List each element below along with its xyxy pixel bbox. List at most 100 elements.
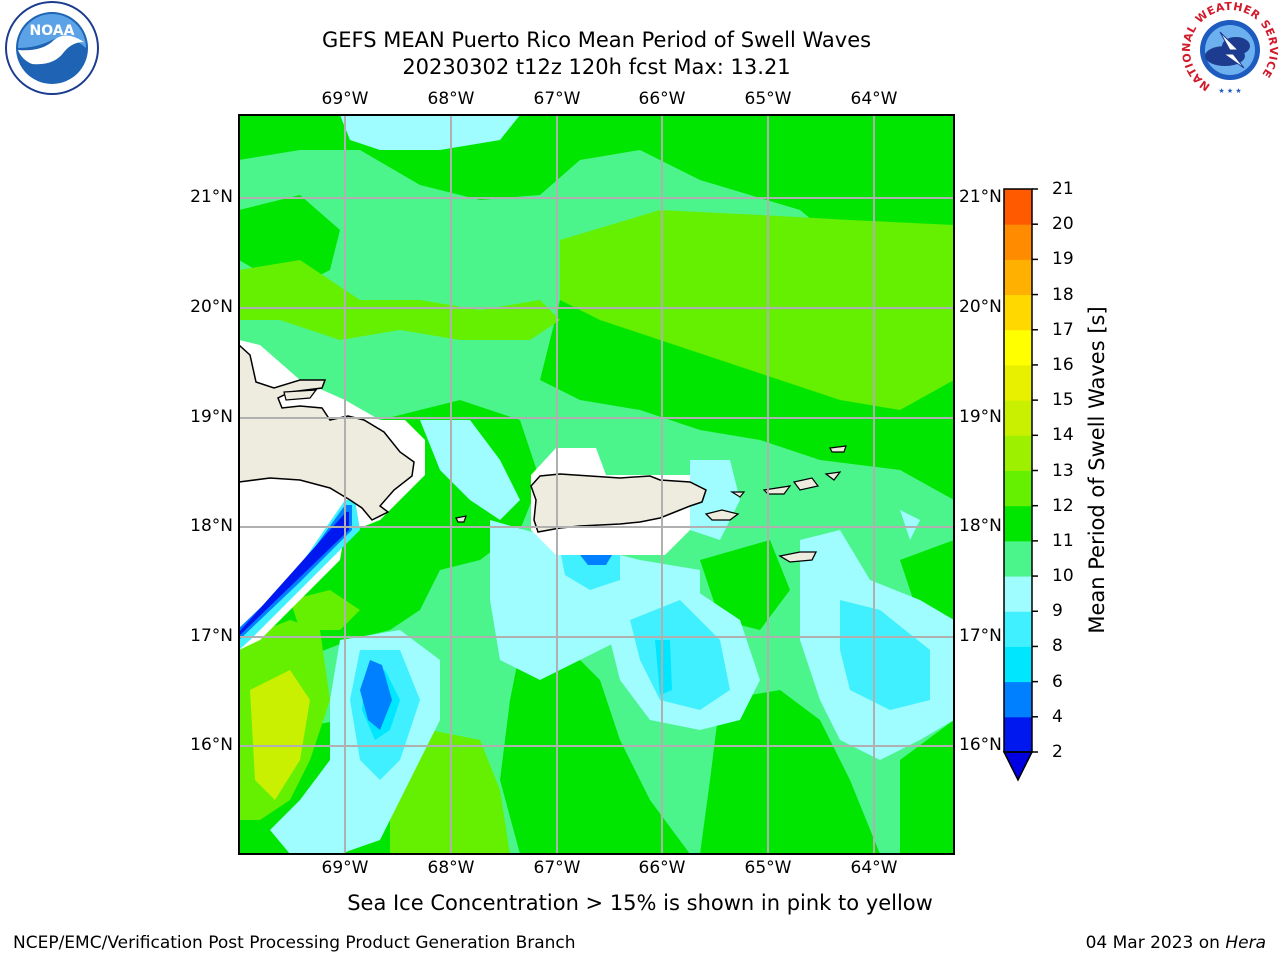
colorbar-tick-label: 18 <box>1052 284 1074 305</box>
lon-label-top-65: 65°W <box>744 89 792 109</box>
lat-label-right-20: 20°N <box>959 297 1002 317</box>
lon-label-bottom-65: 65°W <box>744 858 792 878</box>
field-8-9-speck <box>900 510 920 540</box>
lat-label-left-17: 17°N <box>190 626 233 646</box>
nws-logo: NATIONAL WEATHER SERVICE ★ ★ ★ <box>1180 0 1280 97</box>
lat-label-right-16: 16°N <box>959 735 1002 755</box>
colorbar-segment-15-16 <box>1004 364 1032 401</box>
lat-label-left-19: 19°N <box>190 407 233 427</box>
field-11-12-patch <box>290 590 360 630</box>
land-tortola <box>792 477 820 491</box>
lon-label-top-64: 64°W <box>850 89 898 109</box>
colorbar-tick-label: 6 <box>1052 671 1063 692</box>
colorbar <box>1004 188 1038 753</box>
colorbar-segment-4-6 <box>1004 681 1032 718</box>
lat-label-left-21: 21°N <box>190 187 233 207</box>
lon-label-bottom-67: 67°W <box>533 858 581 878</box>
field-6-8-center <box>630 600 730 710</box>
field-10-11-se <box>700 690 880 854</box>
land-mona <box>455 515 467 523</box>
field-10-11-center <box>540 290 954 500</box>
noaa-center-text: NOAA <box>30 23 75 39</box>
land-hispaniola <box>239 343 415 521</box>
colorbar-tick-label: 2 <box>1052 742 1063 762</box>
colorbar-segment-16-17 <box>1004 329 1032 366</box>
field-12-13 <box>250 670 310 800</box>
colorbar-segment-12-13 <box>1004 470 1032 507</box>
lat-label-left-16: 16°N <box>190 735 233 755</box>
sea-ice-caption: Sea Ice Concentration > 15% is shown in … <box>347 891 933 915</box>
lat-label-left-18: 18°N <box>190 516 233 536</box>
colorbar-segment-20-21 <box>1004 189 1032 225</box>
colorbar-tick-label: 16 <box>1052 354 1074 375</box>
map-frame <box>238 114 955 855</box>
field-11-12-nw <box>239 260 560 340</box>
footer-date: 04 Mar 2023 on Hera <box>1086 932 1266 954</box>
colorbar-tick-label: 17 <box>1052 319 1074 340</box>
field-8-9-mona <box>420 420 520 520</box>
lon-label-bottom-69: 69°W <box>321 858 369 878</box>
shelf-dark-blue <box>239 512 349 636</box>
chart-subtitle: 20230302 t12z 120h fcst Max: 13.21 <box>402 55 791 79</box>
field-10-11-north <box>239 115 954 330</box>
lon-label-top-69: 69°W <box>321 89 369 109</box>
lon-label-top-66: 66°W <box>638 89 686 109</box>
field-6-8-east <box>840 600 930 710</box>
colorbar-segment-17-18 <box>1004 294 1032 331</box>
colorbar-tick-label: 14 <box>1052 425 1074 446</box>
land-islet <box>829 445 847 453</box>
field-10-11-far-se <box>900 720 954 854</box>
lon-label-bottom-66: 66°W <box>638 858 686 878</box>
colorbar-tick-label: 4 <box>1052 706 1063 727</box>
svg-text:★ ★ ★: ★ ★ ★ <box>1218 87 1241 95</box>
field-11-12-ne <box>560 210 954 410</box>
land-tortuga <box>283 389 318 401</box>
colorbar-tick-label: 8 <box>1052 636 1063 657</box>
colorbar-segment-9-10 <box>1004 576 1032 612</box>
colorbar-tick-label: 13 <box>1052 460 1074 481</box>
chart-title: GEFS MEAN Puerto Rico Mean Period of Swe… <box>321 28 872 52</box>
lon-label-top-68: 68°W <box>427 89 475 109</box>
colorbar-segment-2-4 <box>1004 716 1032 753</box>
field-2-4-south-pr <box>580 555 612 565</box>
land-st-thomas <box>762 485 792 495</box>
colorbar-segment-18-19 <box>1004 259 1032 296</box>
lat-label-right-18: 18°N <box>959 516 1002 536</box>
footer-credit: NCEP/EMC/Verification Post Processing Pr… <box>13 933 576 953</box>
lon-label-bottom-64: 64°W <box>850 858 898 878</box>
field-2-4-west <box>360 660 392 730</box>
colorbar-under-arrow <box>1002 751 1034 782</box>
colorbar-segment-8-9 <box>1004 611 1032 647</box>
swell-period-field <box>239 115 954 854</box>
colorbar-segment-13-14 <box>1004 435 1032 471</box>
noaa-logo: NOAA <box>5 1 99 95</box>
lat-label-right-21: 21°N <box>959 187 1002 207</box>
field-4-6-center <box>655 640 672 695</box>
colorbar-tick-label: 15 <box>1052 390 1074 411</box>
lon-label-top-67: 67°W <box>533 89 581 109</box>
colorbar-tick-label: 12 <box>1052 495 1074 516</box>
footer-date-text: 04 Mar 2023 on <box>1085 933 1220 953</box>
colorbar-segment-14-15 <box>1004 400 1032 436</box>
lat-label-right-19: 19°N <box>959 407 1002 427</box>
colorbar-tick-label: 20 <box>1052 214 1074 235</box>
colorbar-tick-label: 10 <box>1052 566 1074 587</box>
colorbar-segment-6-8 <box>1004 646 1032 683</box>
colorbar-tick-label: 9 <box>1052 601 1063 622</box>
land-st-croix <box>778 551 818 563</box>
graticule <box>239 115 954 854</box>
lat-label-left-20: 20°N <box>190 297 233 317</box>
footer-host: Hera <box>1225 933 1266 953</box>
colorbar-segment-11-12 <box>1004 505 1032 542</box>
colorbar-tick-label: 19 <box>1052 249 1074 270</box>
colorbar-frame <box>1003 188 1033 753</box>
colorbar-segment-19-20 <box>1004 224 1032 260</box>
land-anegada <box>824 471 842 481</box>
colorbar-segment-10-11 <box>1004 540 1032 577</box>
field-8-9-north <box>340 115 520 150</box>
land-culebra <box>729 491 746 498</box>
colorbar-tick-label: 11 <box>1052 530 1074 551</box>
colorbar-label: Mean Period of Swell Waves [s] <box>1085 306 1109 634</box>
lat-label-right-17: 17°N <box>959 626 1002 646</box>
